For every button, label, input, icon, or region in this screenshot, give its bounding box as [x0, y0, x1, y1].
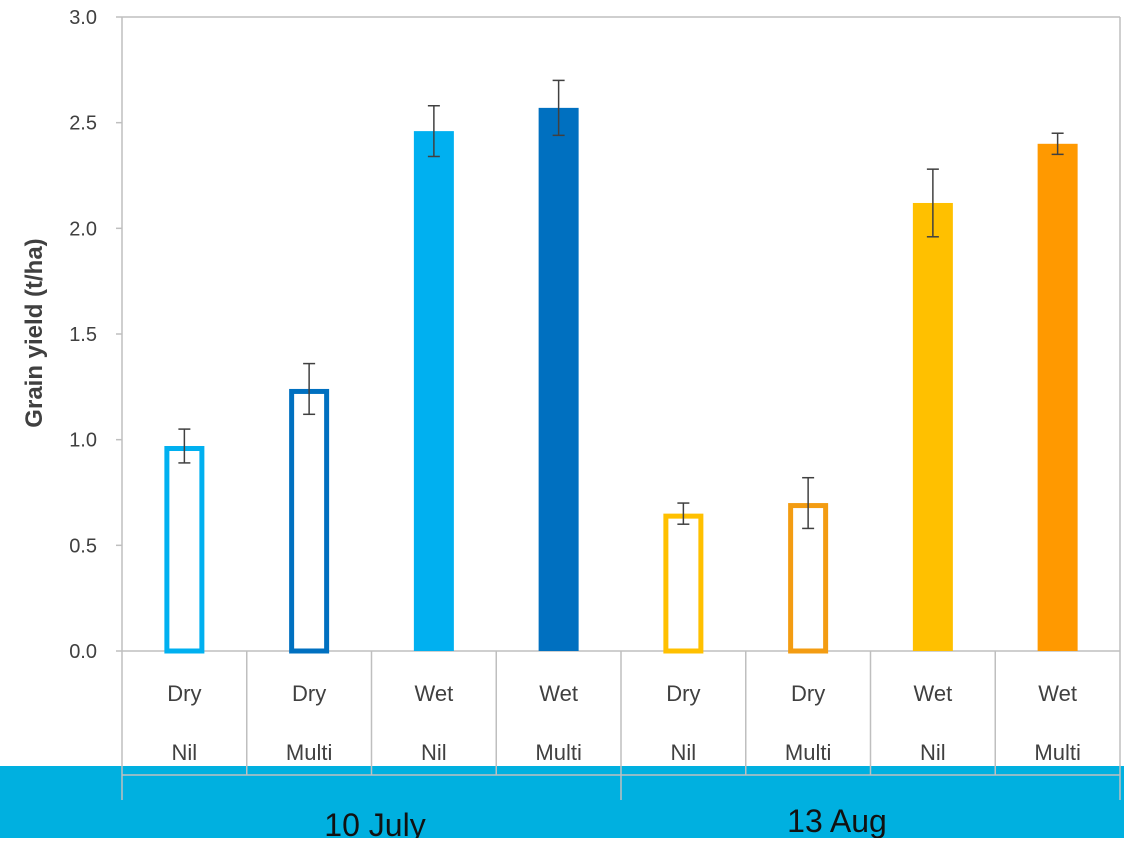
x-label-line1: Dry	[167, 681, 201, 706]
x-label-line2: Multi	[785, 740, 831, 765]
y-axis-label: Grain yield (t/ha)	[21, 238, 48, 427]
axes	[121, 16, 1121, 800]
bar	[164, 446, 205, 654]
bar	[538, 107, 579, 651]
x-label-line1: Wet	[914, 681, 953, 706]
y-tick-label: 1.5	[69, 324, 97, 346]
x-category-labels: Dry Nil Dry Multi Wet Nil Wet Multi Dry Nil Dry Mul…	[167, 681, 1081, 765]
x-label-line2: Nil	[920, 740, 946, 765]
group-label-13-aug: 13 Aug	[787, 803, 887, 838]
x-label-line1: Dry	[791, 681, 825, 706]
x-label-line2: Nil	[172, 740, 198, 765]
error-bars	[178, 79, 1064, 530]
bar	[788, 503, 829, 654]
y-tick-label: 2.0	[69, 218, 97, 240]
y-tick-label: 0.5	[69, 535, 97, 557]
bar	[663, 513, 704, 654]
x-label-line2: Multi	[535, 740, 581, 765]
x-label-line1: Dry	[666, 681, 700, 706]
x-label-line2: Nil	[421, 740, 447, 765]
x-label-line1: Dry	[292, 681, 326, 706]
x-label-line2: Nil	[671, 740, 697, 765]
group-label-10-july: 10 July	[324, 807, 425, 838]
bar	[1037, 143, 1078, 652]
y-tick-labels: 0.0 0.5 1.0 1.5 2.0 2.5 3.0	[69, 7, 122, 663]
y-tick-label: 0.0	[69, 641, 97, 663]
bar	[413, 131, 454, 651]
x-label-line1: Wet	[415, 681, 454, 706]
bar	[912, 202, 953, 651]
x-label-line2: Multi	[286, 740, 332, 765]
group-banner	[0, 766, 1124, 838]
bar	[289, 388, 330, 654]
y-tick-label: 2.5	[69, 113, 97, 135]
y-tick-label: 3.0	[69, 7, 97, 29]
y-tick-label: 1.0	[69, 430, 97, 452]
x-label-line2: Multi	[1034, 740, 1080, 765]
bars	[164, 107, 1078, 654]
x-label-line1: Wet	[1038, 681, 1077, 706]
x-label-line1: Wet	[539, 681, 578, 706]
